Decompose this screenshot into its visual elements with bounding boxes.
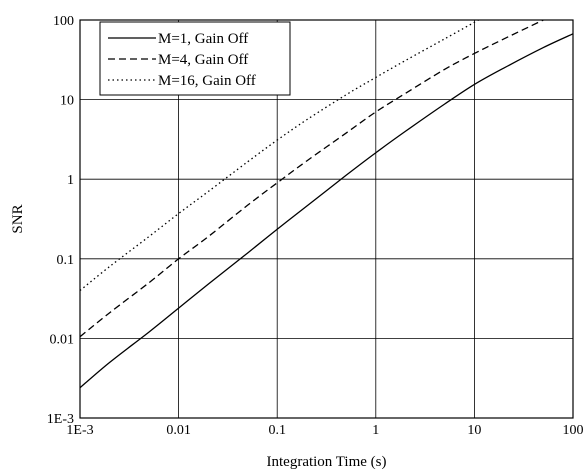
x-tick-label: 100 [563, 423, 584, 438]
x-tick-label: 10 [467, 423, 481, 438]
tick-labels: 1E-3 0.01 0.1 1 10 100 1E-3 0.01 0.1 1 10 100 [47, 14, 584, 438]
y-tick-label: 10 [60, 94, 74, 109]
x-tick-label: 1 [372, 423, 379, 438]
legend: M=1, Gain Off M=4, Gain Off M=16, Gain Off [99, 21, 291, 96]
y-tick-label: 100 [53, 14, 74, 29]
x-tick-label: 0.1 [268, 423, 286, 438]
x-tick-label: 1E-3 [66, 423, 93, 438]
y-tick-label: 1E-3 [47, 412, 74, 427]
y-axis-label: SNR [10, 204, 26, 233]
legend-label: M=16, Gain Off [158, 73, 256, 89]
legend-label: M=4, Gain Off [158, 52, 248, 68]
legend-label: M=1, Gain Off [158, 31, 248, 47]
series-line-dashed [80, 20, 544, 338]
y-tick-label: 0.01 [50, 332, 75, 347]
series-line-solid [80, 33, 573, 389]
y-tick-label: 0.1 [57, 253, 75, 268]
y-tick-label: 1 [67, 173, 74, 188]
x-axis-label: Integration Time (s) [267, 454, 387, 470]
x-tick-label: 0.01 [166, 423, 191, 438]
series-line-dotted [80, 20, 479, 291]
series-lines [80, 20, 573, 389]
plot-frame [79, 19, 574, 419]
